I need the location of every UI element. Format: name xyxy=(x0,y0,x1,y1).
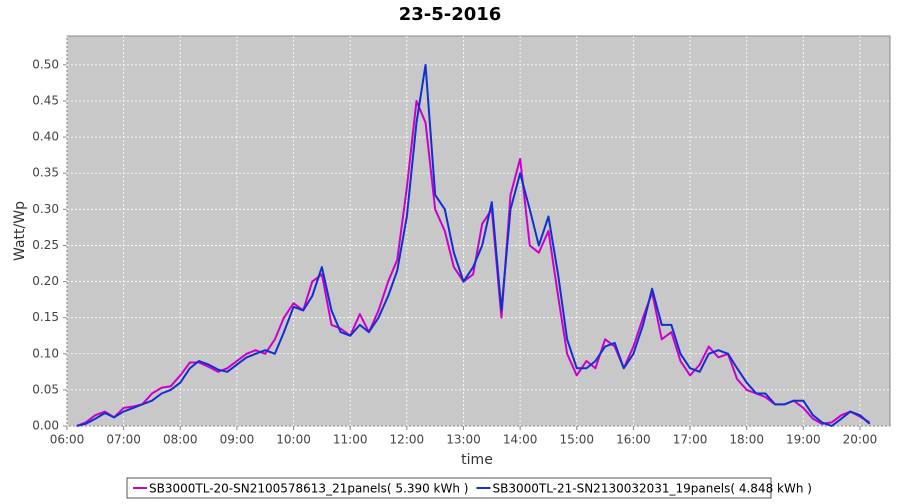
x-tick-label: 15:00 xyxy=(559,433,594,447)
series-line xyxy=(76,100,871,427)
x-tick-label: 16:00 xyxy=(616,433,651,447)
series-line xyxy=(76,63,871,427)
y-tick-label: 0.35 xyxy=(32,166,59,180)
x-tick-label: 10:00 xyxy=(276,433,311,447)
x-tick-label: 14:00 xyxy=(503,433,538,447)
y-tick-label: 0.00 xyxy=(32,419,59,433)
x-tick-label: 18:00 xyxy=(729,433,764,447)
x-tick-label: 07:00 xyxy=(106,433,141,447)
x-tick-label: 20:00 xyxy=(843,433,878,447)
y-axis-label: Watt/Wp xyxy=(12,201,28,261)
x-axis-label: time xyxy=(461,452,493,468)
y-tick-label: 0.05 xyxy=(32,382,59,396)
y-tick-label: 0.50 xyxy=(32,57,59,71)
x-tick-label: 08:00 xyxy=(163,433,198,447)
x-tick-label: 19:00 xyxy=(786,433,821,447)
y-tick-label: 0.30 xyxy=(32,202,59,216)
x-tick-label: 09:00 xyxy=(220,433,255,447)
legend-label: SB3000TL-20-SN2100578613_21panels( 5.390… xyxy=(149,482,468,496)
chart-title: 23-5-2016 xyxy=(399,4,502,25)
legend xyxy=(126,477,772,499)
legend-label: SB3000TL-21-SN2130032031_19panels( 4.848… xyxy=(492,482,811,496)
x-tick-label: 12:00 xyxy=(390,433,425,447)
x-tick-label: 17:00 xyxy=(673,433,708,447)
y-tick-label: 0.40 xyxy=(32,130,59,144)
y-tick-label: 0.20 xyxy=(32,274,59,288)
y-tick-label: 0.25 xyxy=(32,238,59,252)
y-tick-label: 0.10 xyxy=(32,346,59,360)
y-tick-label: 0.45 xyxy=(32,94,59,108)
x-tick-label: 13:00 xyxy=(446,433,481,447)
x-tick-label: 11:00 xyxy=(333,433,368,447)
y-tick-label: 0.15 xyxy=(32,310,59,324)
x-tick-label: 06:00 xyxy=(50,433,85,447)
